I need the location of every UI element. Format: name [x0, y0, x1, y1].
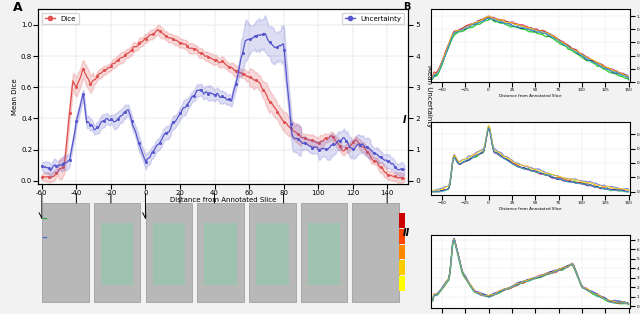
Bar	[145, 203, 192, 302]
Bar	[42, 203, 89, 302]
Bar	[308, 223, 340, 285]
Bar	[249, 203, 296, 302]
X-axis label: Distance from Annotated Slice: Distance from Annotated Slice	[499, 94, 562, 98]
Y-axis label: Mean Dice: Mean Dice	[12, 78, 18, 115]
Bar	[399, 261, 405, 275]
Y-axis label: Mean Uncertainty: Mean Uncertainty	[426, 65, 432, 128]
Bar	[101, 223, 134, 285]
Legend: Uncertainty: Uncertainty	[342, 13, 404, 24]
Bar	[399, 276, 405, 291]
Text: I: I	[403, 115, 406, 125]
Text: ━: ━	[42, 215, 46, 221]
Bar	[399, 213, 405, 228]
Legend: Dice: Dice	[42, 13, 79, 24]
Bar	[152, 223, 185, 285]
Text: II: II	[403, 228, 410, 238]
Text: ━: ━	[42, 235, 46, 241]
Bar	[197, 203, 244, 302]
Bar	[204, 223, 237, 285]
Bar	[256, 223, 289, 285]
Bar	[399, 229, 405, 244]
Text: A: A	[13, 1, 22, 14]
X-axis label: Distance from Annotated Slice: Distance from Annotated Slice	[170, 198, 276, 203]
X-axis label: Distance from Annotated Slice: Distance from Annotated Slice	[499, 207, 562, 211]
Text: B: B	[403, 2, 410, 12]
Bar	[353, 203, 399, 302]
Bar	[399, 245, 405, 259]
Bar	[301, 203, 348, 302]
Bar	[94, 203, 140, 302]
